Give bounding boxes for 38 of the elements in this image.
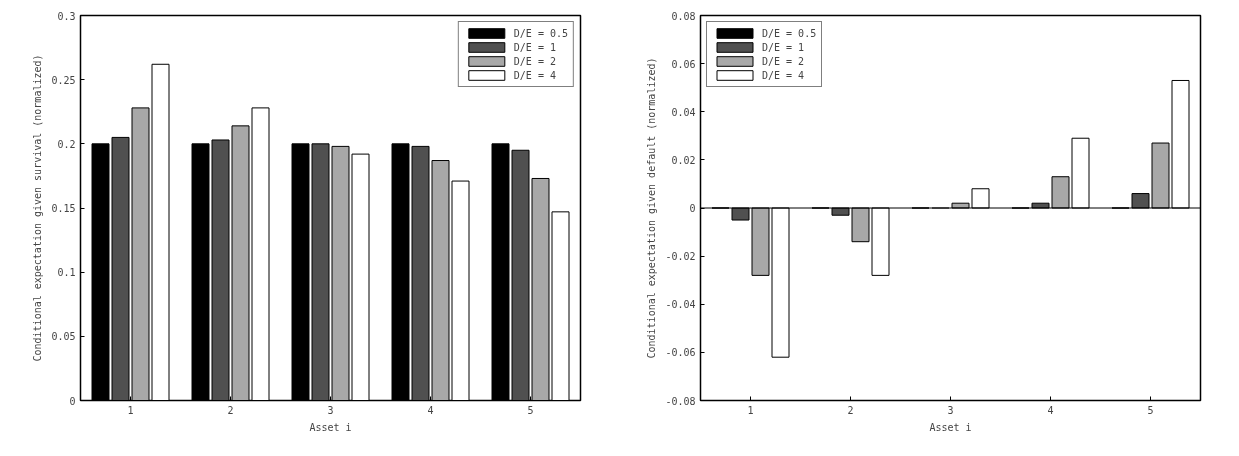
x-tick-label: 3	[327, 404, 334, 416]
y-tick-label: 0.15	[51, 203, 76, 214]
legend-label: D/E = 1	[762, 41, 805, 53]
y-axis-title: Conditional expectation given survival (normalized)	[32, 54, 44, 362]
legend-label: D/E = 0.5	[513, 27, 568, 39]
legend-label: D/E = 2	[762, 55, 805, 67]
y-tick-label: -0.02	[665, 251, 696, 263]
y-tick-label: -0.08	[665, 395, 696, 407]
x-axis-title: Asset i	[309, 421, 352, 433]
y-tick-label: 0.05	[51, 331, 76, 343]
legend-label: D/E = 2	[513, 55, 556, 67]
x-tick-label: 5	[1147, 404, 1154, 416]
legend-label: D/E = 0.5	[762, 27, 817, 39]
x-tick-label: 2	[227, 404, 234, 416]
legend-label: D/E = 4	[762, 69, 805, 81]
y-tick-label: 0.08	[671, 10, 696, 22]
y-tick-label: 0	[69, 395, 76, 407]
y-tick-label: 0.2	[57, 138, 76, 150]
x-tick-label: 2	[847, 404, 854, 416]
x-tick-label: 1	[747, 404, 754, 416]
y-tick-label: 0.06	[671, 58, 696, 70]
y-tick-label: 0	[689, 203, 696, 214]
x-tick-label: 5	[527, 404, 534, 416]
y-tick-label: 0.04	[671, 106, 696, 118]
x-tick-label: 4	[427, 404, 434, 416]
y-axis-title: Conditional expectation given default (normalized)	[646, 57, 658, 359]
legend-label: D/E = 1	[513, 41, 556, 53]
y-tick-label: 0.1	[57, 267, 76, 279]
x-tick-label: 1	[127, 404, 134, 416]
y-tick-label: -0.06	[665, 347, 696, 359]
y-tick-label: 0.25	[51, 74, 76, 86]
x-tick-label: 3	[947, 404, 954, 416]
x-tick-label: 4	[1047, 404, 1054, 416]
x-axis-title: Asset i	[929, 421, 972, 433]
y-tick-label: 0.3	[57, 10, 76, 22]
legend-label: D/E = 4	[513, 69, 556, 81]
y-tick-label: -0.04	[665, 299, 696, 311]
y-tick-label: 0.02	[671, 154, 696, 166]
